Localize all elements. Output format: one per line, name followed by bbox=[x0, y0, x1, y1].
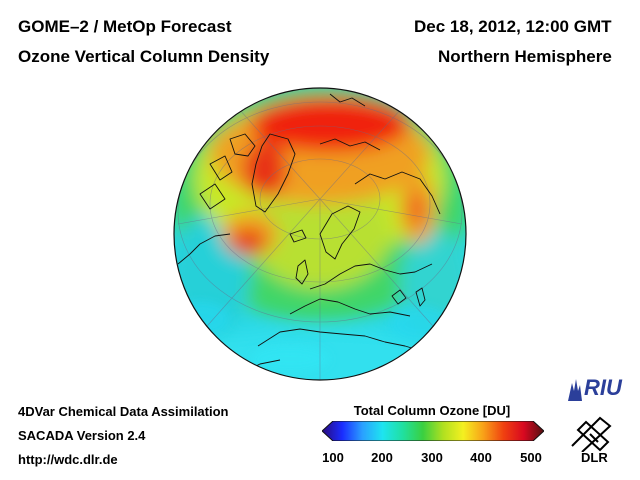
ozone-field bbox=[174, 88, 466, 380]
version-label: SACADA Version 2.4 bbox=[18, 428, 146, 443]
colorbar-title: Total Column Ozone [DU] bbox=[353, 403, 511, 418]
globe-outline bbox=[173, 87, 467, 381]
colorbar-ramp bbox=[322, 421, 544, 441]
url-label: http://wdc.dlr.de bbox=[18, 452, 118, 467]
title-line2: Ozone Vertical Column Density bbox=[18, 47, 270, 66]
colorbar-tick: 200 bbox=[371, 450, 393, 465]
region-label: Northern Hemisphere bbox=[438, 47, 612, 66]
graticule bbox=[177, 98, 463, 380]
ozone-globe-map bbox=[173, 87, 467, 381]
title-line1: GOME–2 / MetOp Forecast bbox=[18, 17, 232, 36]
riu-text: RIU bbox=[584, 375, 623, 400]
colorbar-tick: 100 bbox=[322, 450, 344, 465]
colorbar-tick: 300 bbox=[421, 450, 443, 465]
dlr-text: DLR bbox=[581, 450, 608, 465]
coastlines bbox=[177, 93, 443, 375]
datetime-label: Dec 18, 2012, 12:00 GMT bbox=[414, 17, 612, 36]
method-label: 4DVar Chemical Data Assimilation bbox=[18, 404, 229, 419]
riu-flame-icon bbox=[568, 379, 582, 401]
dlr-wing-icon bbox=[571, 416, 612, 452]
colorbar-tick: 500 bbox=[520, 450, 542, 465]
colorbar-tick: 400 bbox=[470, 450, 492, 465]
riu-logo: RIU bbox=[568, 375, 623, 401]
dlr-logo bbox=[571, 416, 612, 452]
colorbar bbox=[322, 421, 544, 441]
